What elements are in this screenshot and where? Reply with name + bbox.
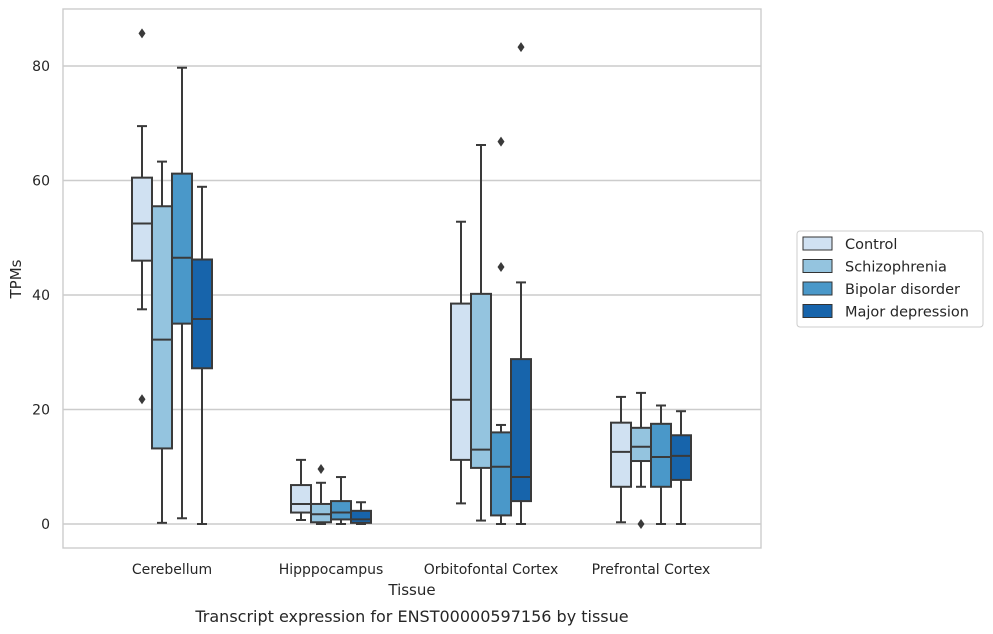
y-axis-label: TPMs — [7, 259, 25, 299]
box-group — [510, 42, 532, 525]
box-group — [191, 185, 213, 525]
box-group — [290, 458, 312, 521]
legend-swatch — [802, 259, 833, 273]
x-tick-label: Cerebellum — [132, 562, 212, 578]
legend-frame — [796, 230, 984, 328]
box-iqr — [470, 292, 492, 469]
chart-caption: Transcript expression for ENST0000059715… — [194, 607, 628, 626]
box-iqr — [131, 176, 153, 262]
y-axis-ticks: 0 20 40 60 80 — [32, 59, 50, 533]
box-group — [151, 160, 173, 524]
x-tick-label: Orbitofontal Cortex — [424, 562, 559, 578]
legend-entry: Major depression — [845, 305, 969, 321]
box-group — [470, 144, 492, 522]
y-tick-label: 20 — [32, 403, 50, 419]
outlier-point — [138, 394, 146, 405]
box-iqr — [610, 421, 632, 488]
box-group — [670, 410, 692, 525]
y-tick-label: 80 — [32, 59, 50, 75]
y-tick-label: 40 — [32, 288, 50, 304]
outlier-point — [497, 136, 505, 147]
x-axis-ticks: Cerebellum Hipppocampus Orbitofontal Corte… — [132, 562, 710, 578]
box-iqr — [290, 484, 312, 514]
box-group — [630, 391, 652, 529]
box-iqr — [151, 205, 173, 450]
box-iqr — [171, 172, 193, 325]
box-group — [310, 464, 332, 525]
legend-swatch — [802, 304, 833, 318]
legend-entry: Bipolar disorder — [845, 282, 960, 298]
box-iqr — [510, 358, 532, 503]
box-group — [171, 66, 193, 520]
outlier-point — [517, 42, 525, 53]
legend: Control Schizophrenia Bipolar disorder Majo… — [796, 230, 984, 328]
outlier-point — [637, 519, 645, 529]
box-iqr — [450, 302, 472, 461]
legend-entry: Schizophrenia — [845, 260, 947, 276]
outlier-point — [138, 28, 146, 39]
box-group — [350, 501, 372, 525]
outlier-point — [317, 464, 325, 475]
y-tick-label: 0 — [41, 517, 50, 533]
box-iqr — [650, 422, 672, 488]
box-iqr — [350, 509, 372, 524]
x-tick-label: Prefrontal Cortex — [592, 562, 711, 578]
box-iqr — [191, 258, 213, 370]
x-axis-label: Tissue — [387, 581, 435, 599]
box-group — [450, 220, 472, 505]
box-iqr — [310, 502, 332, 524]
y-tick-label: 60 — [32, 174, 50, 190]
plot-frame — [62, 8, 762, 549]
box-group — [330, 476, 352, 525]
legend-swatch — [802, 236, 833, 251]
box-iqr — [330, 500, 352, 521]
box-group — [610, 395, 632, 524]
box-iqr — [670, 434, 692, 481]
outlier-point — [497, 261, 505, 272]
legend-entry: Control — [845, 237, 897, 253]
box-series — [131, 28, 692, 529]
legend-swatch — [802, 281, 833, 296]
box-group — [650, 404, 672, 525]
x-tick-label: Hipppocampus — [279, 562, 384, 578]
box-iqr — [490, 431, 512, 517]
box-group — [131, 28, 153, 405]
box-iqr — [630, 426, 652, 463]
box-group — [490, 136, 512, 525]
